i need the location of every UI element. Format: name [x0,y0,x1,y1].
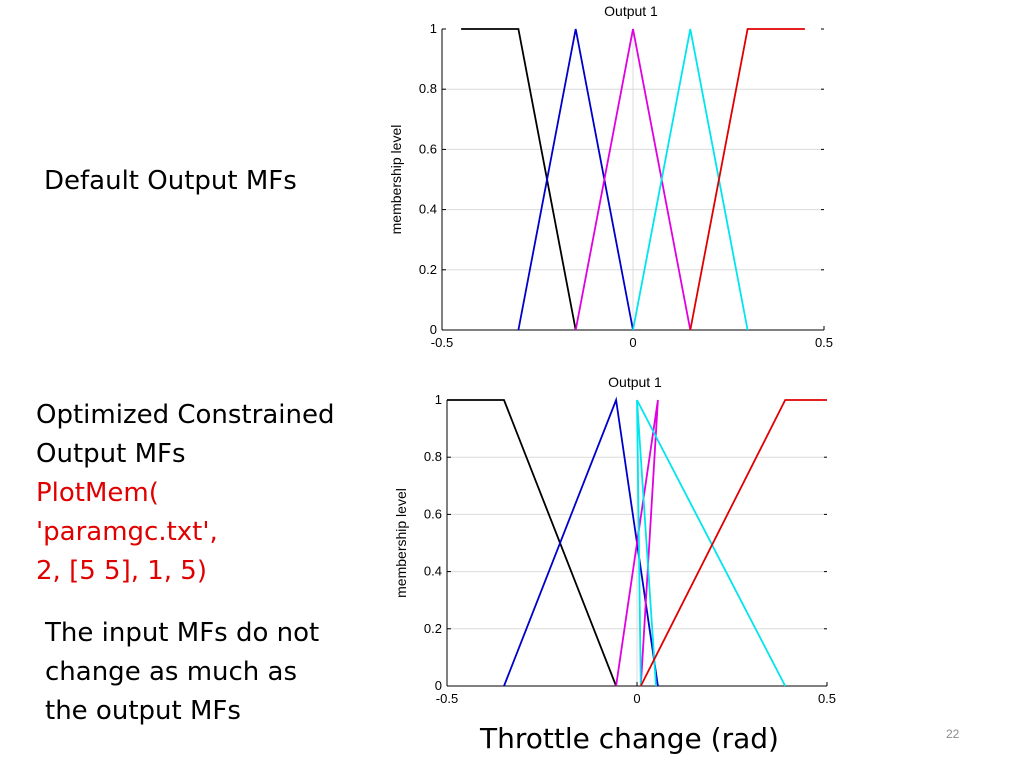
x-tick-label: 0.5 [815,335,833,350]
y-axis-label: membership level [388,125,404,235]
mf-series-line [636,399,657,687]
y-tick-label: 0.4 [424,564,442,579]
y-tick-label: 0.6 [424,506,442,521]
y-tick-label: 0 [430,322,437,337]
y-tick-label: 0.6 [419,141,437,156]
note-line-1: The input MFs do not [45,618,320,648]
mf-series-line [461,28,577,331]
mf-series-line [689,28,805,331]
y-tick-label: 0.4 [419,202,437,217]
chart-title: Output 1 [604,3,658,19]
chart-title: Output 1 [608,374,662,390]
y-tick-label: 1 [435,392,442,407]
plotmem-command-line-2: 'paramgc.txt', [36,517,218,547]
y-tick-label: 0 [435,678,442,693]
mf-series-line [636,399,786,687]
y-tick-label: 0.2 [424,621,442,636]
x-tick-label: 0 [629,335,636,350]
mf-series-line [503,396,659,687]
x-tick-label: 0.5 [818,691,836,706]
slide-number: 22 [946,727,960,741]
plotmem-command-line-3: 2, [5 5], 1, 5) [36,556,207,586]
mf-series-line [447,399,617,687]
y-axis-label: membership level [393,488,409,598]
note-line-2: change as much as [45,657,298,687]
y-tick-label: 0.8 [424,449,442,464]
x-axis-caption: Throttle change (rad) [480,722,779,755]
optimized-label-line-2: Output MFs [36,439,186,469]
x-tick-label: -0.5 [431,335,453,350]
mf-series-line [574,28,692,331]
x-tick-label: 0 [633,691,640,706]
y-tick-label: 1 [430,21,437,36]
plotmem-command-line-1: PlotMem( [36,478,159,508]
mf-series-line [615,399,659,687]
input-mf-note: The input MFs do not change as much as t… [45,614,319,731]
y-tick-label: 0.2 [419,262,437,277]
mf-series-line [632,28,749,331]
optimized-label-line-1: Optimized Constrained [36,400,335,430]
default-output-label: Default Output MFs [44,162,297,201]
optimized-output-label: Optimized Constrained Output MFs PlotMem… [36,396,334,591]
x-tick-label: -0.5 [436,691,458,706]
default-output-label-line: Default Output MFs [44,166,297,196]
note-line-3: the output MFs [45,696,241,726]
mf-series-line [517,28,634,331]
mf-series-line [639,399,827,687]
y-tick-label: 0.8 [419,81,437,96]
